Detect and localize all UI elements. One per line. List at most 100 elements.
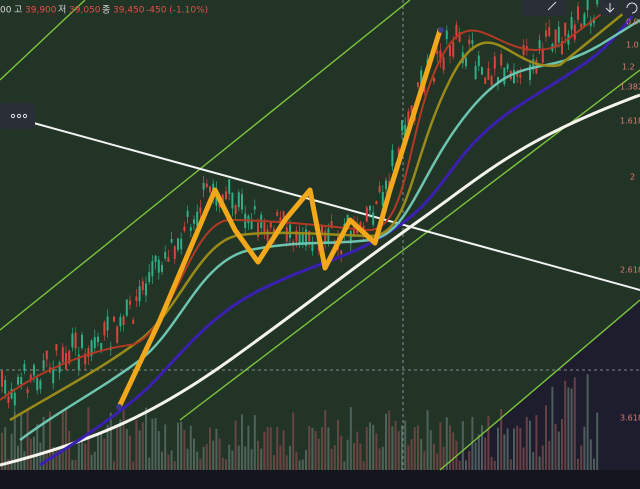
volume-bar xyxy=(81,439,83,470)
candle xyxy=(205,183,208,188)
candle xyxy=(375,201,378,205)
volume-bar xyxy=(548,440,551,470)
volume-bar xyxy=(260,448,263,470)
candle xyxy=(308,230,311,242)
volume-bar xyxy=(333,445,336,470)
volume-bar xyxy=(353,443,355,470)
candle xyxy=(173,246,176,260)
volume-bar xyxy=(119,419,122,470)
candle xyxy=(433,77,435,82)
candle xyxy=(570,17,573,30)
volume-bar xyxy=(404,420,407,470)
volume-bar xyxy=(497,427,499,470)
candle xyxy=(282,211,285,218)
volume-bar xyxy=(42,416,45,470)
volume-bar xyxy=(55,449,58,470)
candle xyxy=(71,333,74,348)
high: 39,900 xyxy=(25,6,57,16)
volume-bar xyxy=(13,412,16,470)
candle xyxy=(378,185,381,193)
volume-bar xyxy=(426,410,429,470)
volume-bar xyxy=(311,427,314,470)
candle xyxy=(349,231,352,244)
volume-bar xyxy=(237,445,240,470)
candle xyxy=(487,68,490,80)
volume-bar xyxy=(503,434,506,470)
volume-bar xyxy=(545,405,547,470)
candle xyxy=(436,50,439,55)
volume-bar xyxy=(554,424,557,470)
candle xyxy=(561,41,563,55)
volume-bar xyxy=(375,433,378,470)
candle xyxy=(295,230,298,242)
candle xyxy=(103,322,106,336)
candle xyxy=(458,31,461,42)
volume-bar xyxy=(417,425,419,470)
candle xyxy=(407,111,410,125)
volume-bar xyxy=(17,445,19,470)
more-icon xyxy=(10,113,28,119)
channel-line xyxy=(0,0,411,331)
candle xyxy=(39,380,42,389)
volume-bar xyxy=(324,410,327,470)
volume-bar xyxy=(298,460,301,470)
fib-label: 1.0 xyxy=(626,41,639,50)
candle xyxy=(1,370,3,387)
volume-bar xyxy=(273,455,275,470)
volume-bar xyxy=(241,414,243,470)
candle xyxy=(199,207,202,213)
volume-bar xyxy=(26,411,29,470)
open: 00 xyxy=(0,6,12,16)
fib-label: 1.382 xyxy=(620,83,640,92)
candle xyxy=(7,396,10,403)
candle xyxy=(522,44,525,56)
volume-bar xyxy=(538,456,541,470)
candle xyxy=(180,238,183,250)
moving-averages xyxy=(0,0,640,467)
candle xyxy=(311,243,314,252)
volume-bar xyxy=(583,426,586,470)
volume-bar xyxy=(141,422,144,470)
volume-bar xyxy=(423,451,426,470)
point xyxy=(438,27,444,33)
volume-bar xyxy=(157,431,160,470)
volume-bar xyxy=(541,445,544,470)
volume-bar xyxy=(570,388,573,470)
volume-bar xyxy=(247,425,250,470)
candle xyxy=(132,319,135,324)
volume-bar xyxy=(410,439,413,470)
volume-bar xyxy=(506,428,509,470)
volume-bar xyxy=(346,439,349,470)
volume-bar xyxy=(205,444,208,470)
candle xyxy=(100,343,103,352)
volume-bar xyxy=(439,422,442,470)
candle xyxy=(81,334,83,349)
candle xyxy=(119,316,122,327)
volume-bar xyxy=(113,461,115,470)
candle xyxy=(113,316,115,322)
volume-bar xyxy=(109,412,112,470)
candle xyxy=(324,231,327,242)
volume-bar xyxy=(218,438,221,470)
candle xyxy=(77,354,80,370)
volume-bar xyxy=(356,431,359,470)
candle xyxy=(404,124,407,140)
candle xyxy=(301,232,304,243)
candle xyxy=(65,353,67,370)
candle xyxy=(234,205,237,215)
volume-bar xyxy=(234,420,237,470)
volume-bar xyxy=(330,448,333,470)
volume-bar xyxy=(148,457,151,470)
volume-bar xyxy=(122,408,125,470)
volume-bar xyxy=(231,450,234,470)
tool-button[interactable] xyxy=(522,0,566,16)
candle xyxy=(154,255,157,263)
volume-bar xyxy=(493,460,496,470)
volume-bar xyxy=(23,451,26,470)
candle xyxy=(481,66,483,75)
volume-bar xyxy=(465,460,467,470)
candle xyxy=(186,210,189,217)
candle xyxy=(497,77,499,84)
volume-bar xyxy=(436,453,439,470)
candle xyxy=(52,367,55,384)
